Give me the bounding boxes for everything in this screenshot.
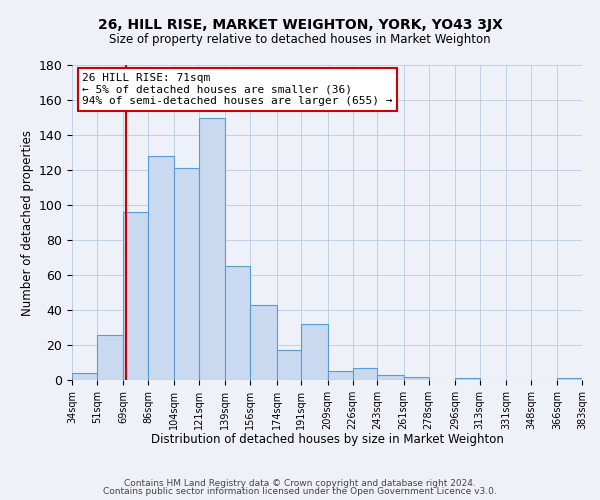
Bar: [250, 304, 277, 380]
Bar: [72, 373, 97, 380]
Bar: [199, 118, 226, 380]
Y-axis label: Number of detached properties: Number of detached properties: [21, 130, 34, 316]
Text: 26 HILL RISE: 71sqm
← 5% of detached houses are smaller (36)
94% of semi-detache: 26 HILL RISE: 71sqm ← 5% of detached hou…: [82, 73, 392, 106]
Text: Contains HM Land Registry data © Crown copyright and database right 2024.: Contains HM Land Registry data © Crown c…: [124, 478, 476, 488]
Bar: [123, 212, 148, 380]
Text: Size of property relative to detached houses in Market Weighton: Size of property relative to detached ho…: [109, 32, 491, 46]
Bar: [226, 266, 250, 380]
Bar: [277, 350, 301, 380]
Text: 26, HILL RISE, MARKET WEIGHTON, YORK, YO43 3JX: 26, HILL RISE, MARKET WEIGHTON, YORK, YO…: [98, 18, 502, 32]
Bar: [455, 378, 480, 380]
Bar: [404, 376, 428, 380]
Bar: [377, 375, 404, 380]
Bar: [353, 368, 377, 380]
X-axis label: Distribution of detached houses by size in Market Weighton: Distribution of detached houses by size …: [151, 434, 503, 446]
Bar: [174, 168, 199, 380]
Bar: [328, 371, 353, 380]
Text: Contains public sector information licensed under the Open Government Licence v3: Contains public sector information licen…: [103, 487, 497, 496]
Bar: [301, 324, 328, 380]
Bar: [148, 156, 174, 380]
Bar: [97, 334, 123, 380]
Bar: [557, 378, 582, 380]
